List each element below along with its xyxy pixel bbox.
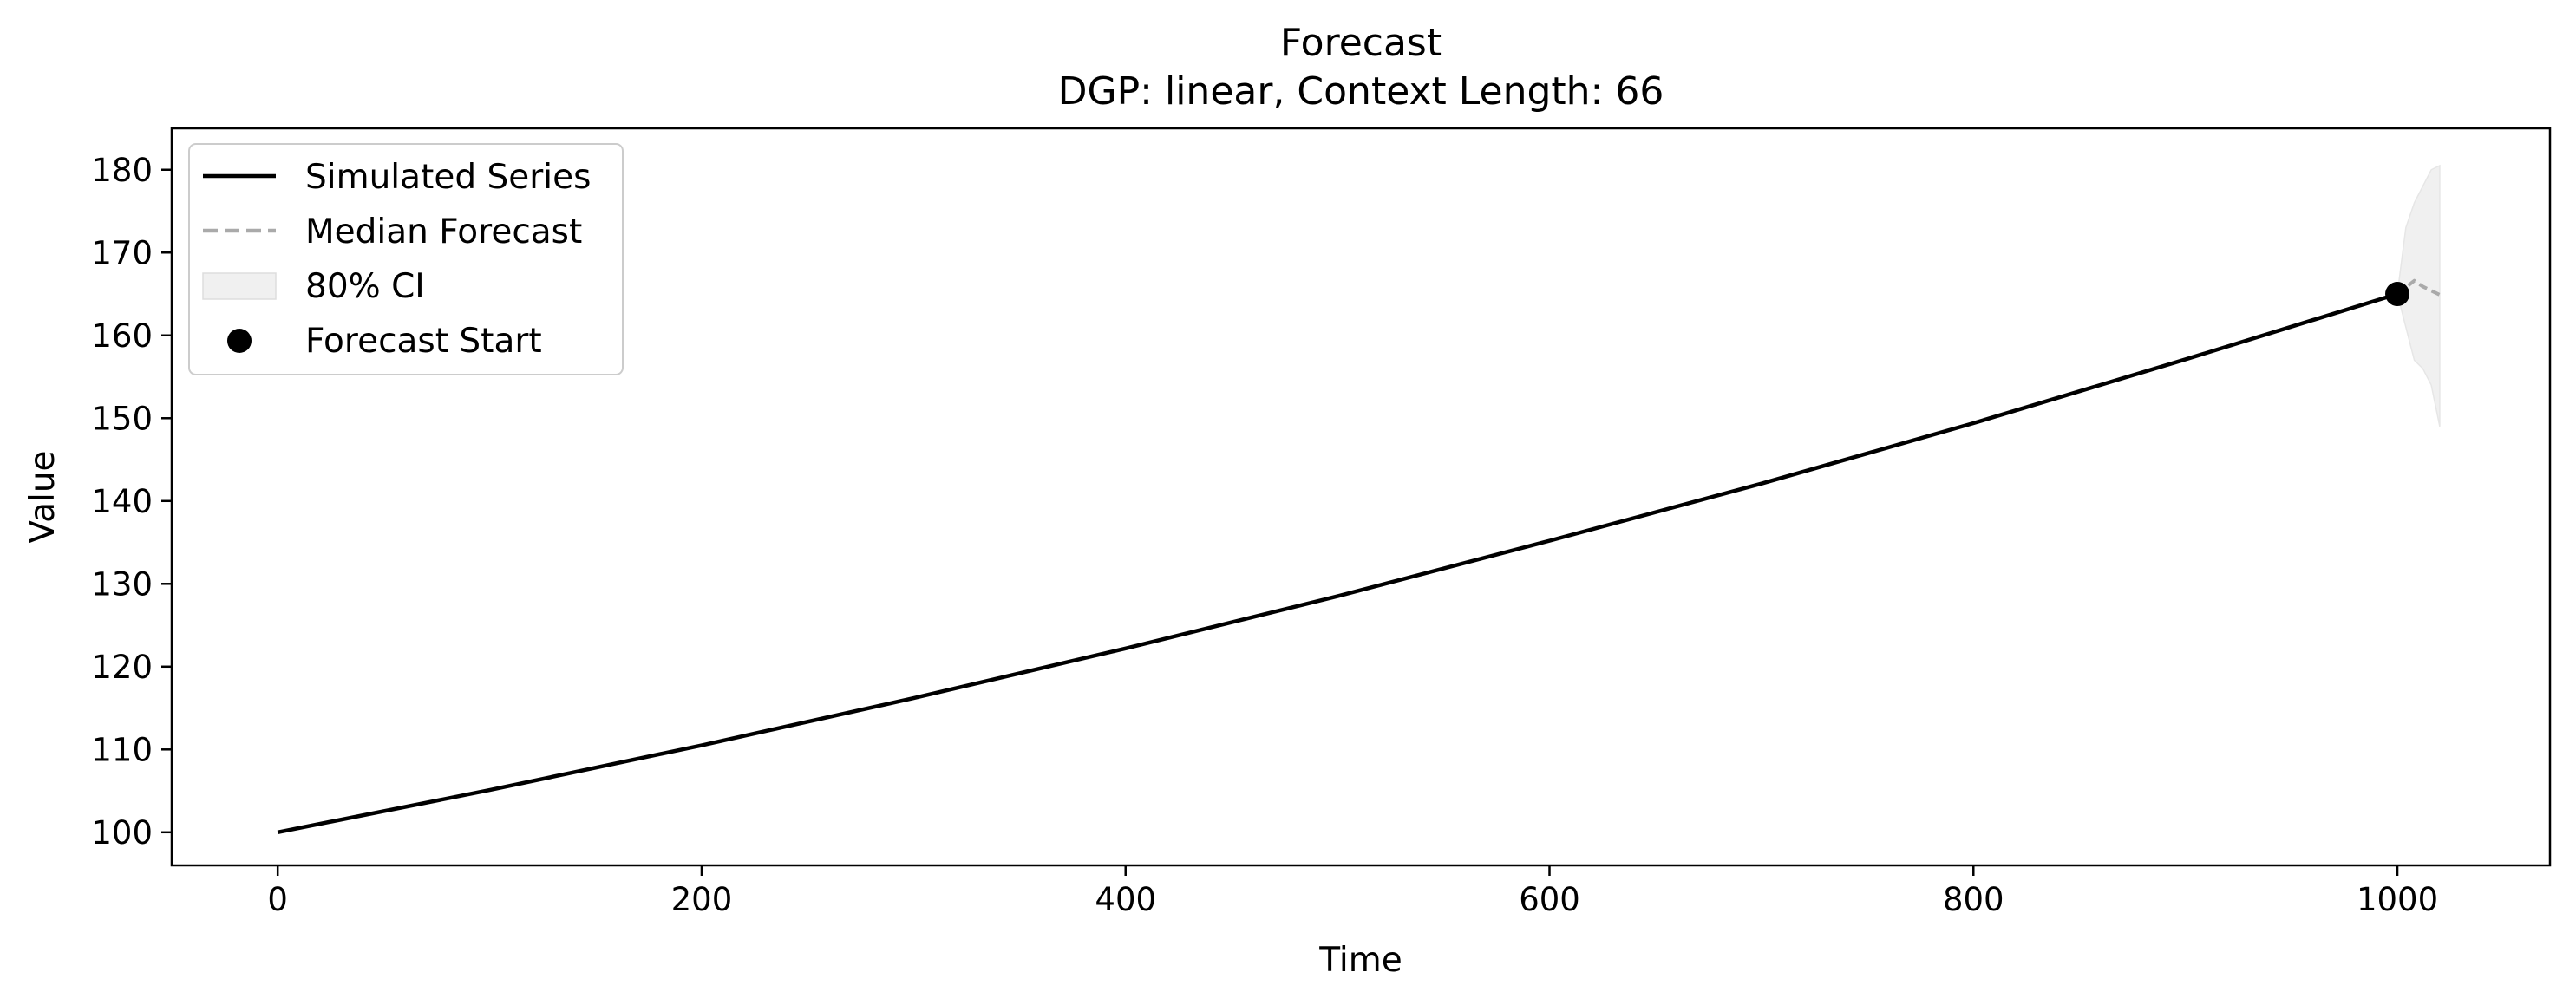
- x-tick-label: 400: [1095, 881, 1156, 918]
- x-tick-label: 200: [671, 881, 733, 918]
- series-line-median-forecast: [2396, 278, 2441, 297]
- legend-swatch-ci: [202, 272, 277, 300]
- chart-title: Forecast: [1280, 21, 1442, 65]
- legend-frame: [188, 143, 624, 375]
- y-tick-label: 150: [91, 400, 153, 437]
- legend-label-median: Median Forecast: [305, 212, 582, 251]
- y-tick-label: 110: [91, 731, 153, 768]
- y-tick-label: 140: [91, 483, 153, 520]
- legend-label-ci: 80% CI: [305, 267, 425, 306]
- plot-frame: [170, 127, 2552, 867]
- legend: Simulated Series Median Forecast 80% CI …: [188, 143, 624, 375]
- x-axis-label: Time: [1318, 941, 1402, 980]
- y-axis: 100 110 120 130 140 150 160 170 180: [91, 152, 172, 852]
- legend-label-simulated: Simulated Series: [305, 158, 591, 197]
- x-tick-label: 1000: [2357, 881, 2438, 918]
- legend-label-start: Forecast Start: [305, 322, 542, 361]
- forecast-start-point: [2385, 282, 2410, 307]
- x-tick-label: 600: [1519, 881, 1580, 918]
- x-tick-label: 0: [267, 881, 288, 918]
- ci-band: [2396, 164, 2441, 427]
- y-axis-label: Value: [23, 450, 62, 543]
- series-line-simulated: [277, 291, 2398, 835]
- chart-subtitle: DGP: linear, Context Length: 66: [1058, 69, 1664, 114]
- y-tick-label: 100: [91, 814, 153, 852]
- x-axis: 0 200 400 600 800 1000: [267, 865, 2438, 918]
- plot-area: [277, 164, 2441, 835]
- y-tick-label: 170: [91, 234, 153, 271]
- x-tick-label: 800: [1943, 881, 2004, 918]
- y-tick-label: 120: [91, 649, 153, 686]
- legend-swatch-start: [227, 329, 252, 353]
- y-tick-label: 160: [91, 317, 153, 355]
- y-tick-label: 180: [91, 152, 153, 189]
- y-tick-label: 130: [91, 565, 153, 603]
